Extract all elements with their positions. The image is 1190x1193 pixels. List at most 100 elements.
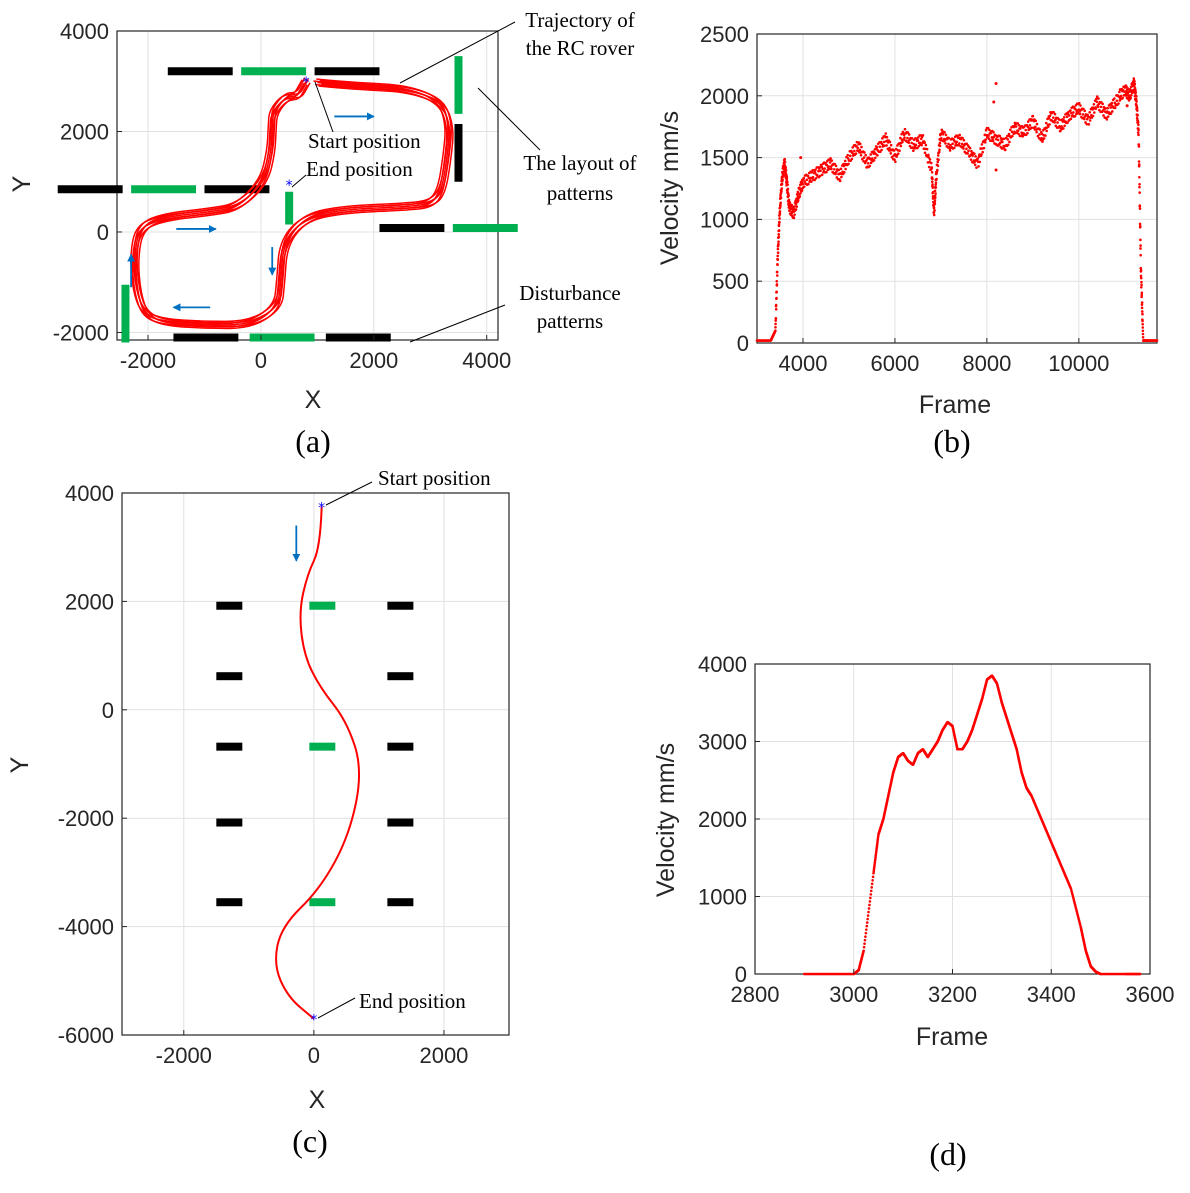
velocity-point (932, 206, 936, 210)
annotation-start-a: Start position (308, 129, 421, 153)
velocity-point (870, 886, 874, 889)
panel-b-y-tick-label: 2500 (700, 22, 749, 47)
velocity-point (1104, 107, 1107, 110)
velocity-point (1136, 113, 1139, 117)
velocity-point (833, 162, 837, 166)
velocity-point (1065, 115, 1069, 119)
velocity-point (966, 152, 969, 155)
velocity-point (944, 142, 947, 145)
velocity-point (869, 161, 873, 165)
velocity-point (1034, 125, 1037, 129)
velocity-point (1016, 122, 1020, 125)
velocity-point (1102, 114, 1105, 117)
velocity-point (1139, 268, 1143, 272)
velocity-point (981, 150, 985, 154)
velocity-point (935, 177, 938, 181)
annotation-start-c: Start position (378, 466, 491, 490)
velocity-point (1137, 163, 1141, 166)
velocity-point (987, 134, 990, 138)
velocity-point (846, 153, 850, 157)
velocity-outlier-point (994, 168, 998, 172)
velocity-point (776, 251, 780, 255)
velocity-point (976, 157, 979, 161)
velocity-point (890, 155, 894, 159)
velocity-point (927, 156, 931, 159)
velocity-point (776, 254, 779, 258)
velocity-point (774, 325, 777, 329)
annotation-trajectory-line2: the RC rover (526, 36, 634, 60)
velocity-point (779, 201, 783, 205)
velocity-point (888, 146, 891, 150)
velocity-point (851, 146, 855, 149)
velocity-point (1078, 112, 1082, 116)
velocity-point (783, 163, 786, 167)
velocity-point (1042, 128, 1045, 132)
velocity-point (865, 924, 869, 928)
velocity-point (1138, 175, 1141, 179)
velocity-point (983, 141, 987, 144)
start-position-marker: * (303, 75, 310, 91)
velocity-point (996, 138, 1000, 142)
velocity-point (984, 138, 987, 141)
disturbance-pattern-green (309, 898, 336, 907)
velocity-point (842, 164, 846, 168)
velocity-point (1138, 182, 1141, 186)
velocity-point (786, 187, 790, 191)
velocity-point (775, 290, 778, 294)
velocity-point (862, 156, 866, 159)
velocity-point (847, 162, 850, 166)
velocity-point (1052, 116, 1055, 119)
panel-c-x-tick-label: -2000 (156, 1043, 212, 1068)
velocity-outlier-point (1125, 104, 1129, 108)
velocity-point (1129, 93, 1133, 97)
velocity-point (1139, 253, 1142, 257)
velocity-point (1139, 266, 1143, 270)
velocity-point (785, 176, 789, 180)
trajectory-path (275, 506, 360, 1020)
velocity-point (790, 203, 794, 207)
velocity-point (775, 270, 779, 274)
panel-c-caption: (c) (292, 1123, 328, 1159)
velocity-point (1011, 134, 1014, 138)
velocity-point (896, 152, 900, 155)
velocity-point (938, 144, 942, 148)
velocity-point (1014, 125, 1018, 128)
velocity-point (860, 145, 863, 149)
velocity-point (774, 303, 778, 307)
panel-a-x-tick-label: -2000 (120, 348, 176, 373)
velocity-point (1096, 105, 1100, 109)
velocity-point (1140, 306, 1144, 310)
velocity-point (1053, 112, 1057, 116)
velocity-point (830, 159, 834, 162)
velocity-point (1141, 326, 1145, 329)
velocity-point (1106, 115, 1110, 118)
velocity-point (1038, 128, 1042, 131)
velocity-point (777, 240, 780, 243)
velocity-point (977, 165, 980, 168)
velocity-point (899, 136, 902, 140)
velocity-point (1140, 310, 1144, 313)
velocity-point (912, 149, 915, 153)
velocity-point (823, 167, 827, 170)
velocity-point (868, 900, 872, 903)
velocity-point (775, 279, 779, 283)
panel-a-y-tick-label: 0 (97, 220, 109, 245)
velocity-point (777, 223, 781, 226)
velocity-point (1138, 222, 1142, 226)
velocity-point (988, 128, 991, 132)
velocity-point (947, 136, 951, 140)
velocity-point (932, 213, 936, 217)
velocity-point (858, 142, 862, 146)
velocity-point (1088, 119, 1092, 122)
velocity-point (780, 189, 783, 193)
velocity-point (850, 157, 854, 161)
velocity-point (1006, 143, 1010, 147)
velocity-point (784, 168, 788, 172)
velocity-point (802, 185, 806, 188)
velocity-point (774, 317, 778, 320)
velocity-point (774, 322, 777, 326)
velocity-point (1092, 103, 1096, 106)
velocity-point (933, 194, 937, 198)
velocity-point (1019, 127, 1022, 130)
